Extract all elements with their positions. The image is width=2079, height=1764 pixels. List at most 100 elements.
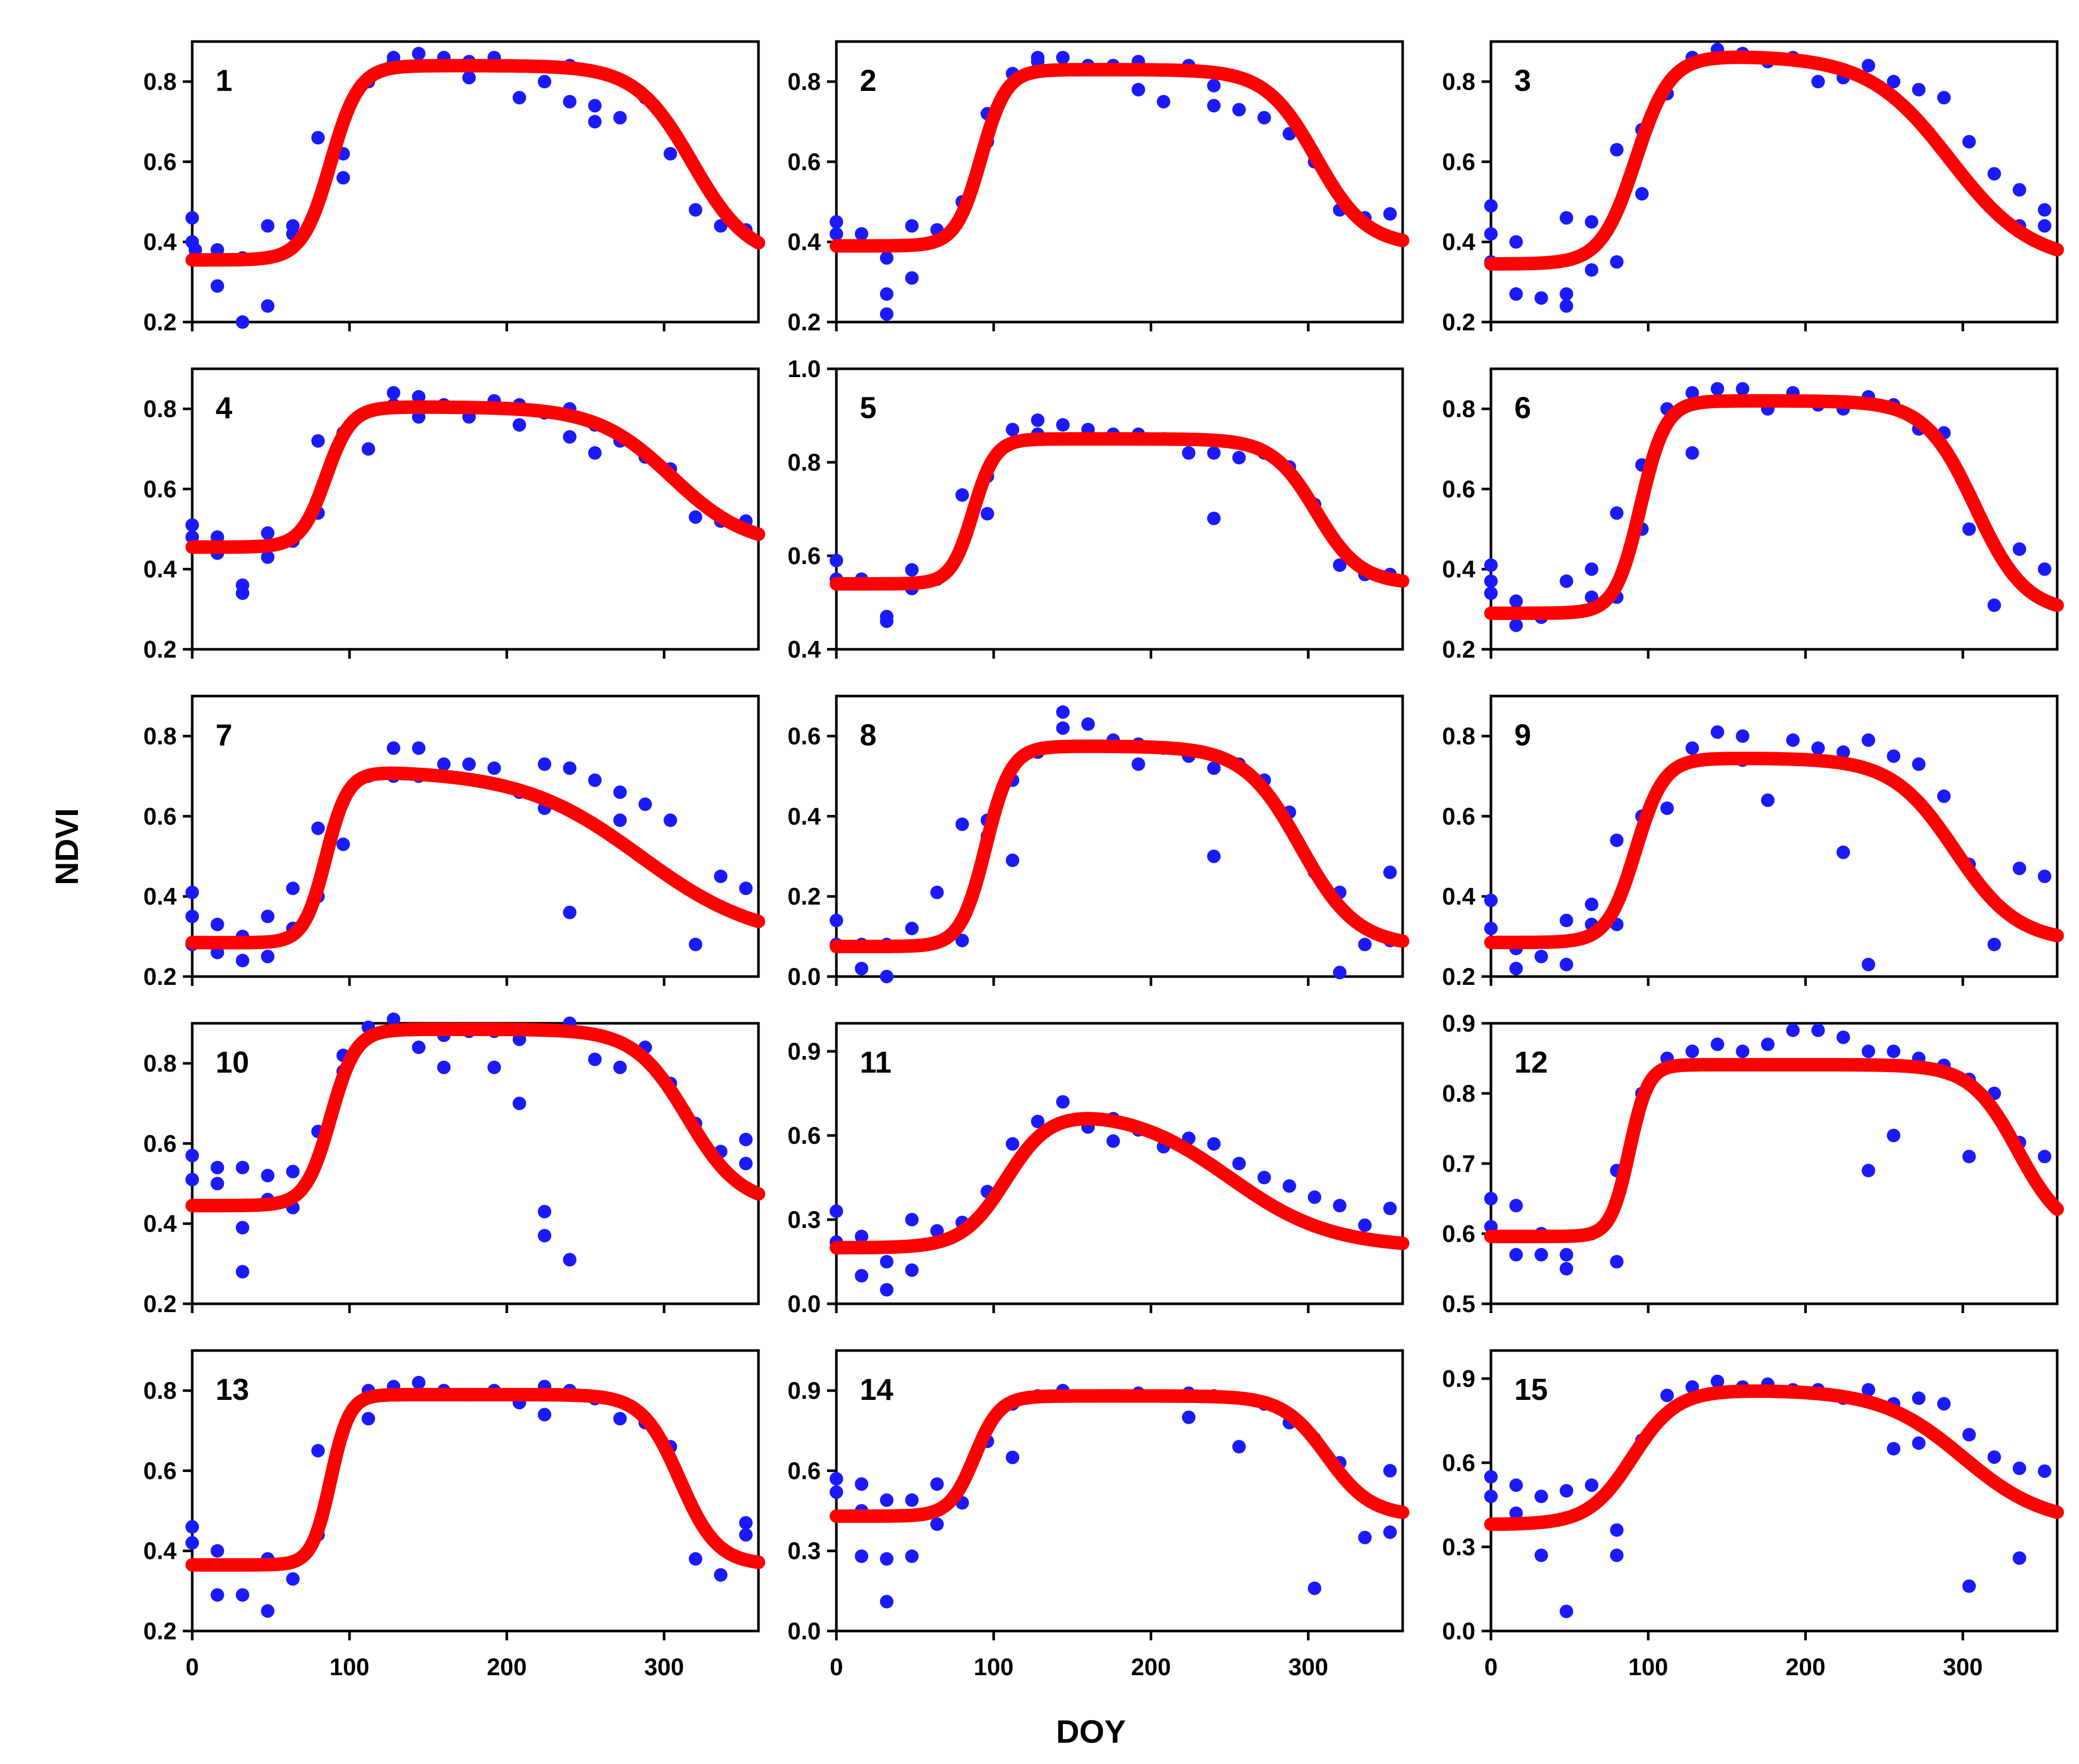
- panel-number: 13: [216, 1373, 249, 1407]
- observed-point: [261, 950, 275, 964]
- observed-point: [1081, 717, 1095, 731]
- observed-point: [1610, 255, 1624, 269]
- panel-frame: [191, 1022, 760, 1305]
- observed-point: [1332, 1199, 1347, 1212]
- panel-frame: [191, 1349, 760, 1633]
- observed-point: [1383, 207, 1397, 221]
- y-tick-label: 0.6: [788, 148, 821, 175]
- x-tick-label: 300: [1288, 1653, 1328, 1680]
- observed-point: [1610, 1523, 1624, 1537]
- x-tick-label: 200: [1131, 1653, 1171, 1680]
- observed-point: [1509, 235, 1523, 249]
- observed-point: [235, 1160, 249, 1174]
- observed-point: [588, 446, 602, 460]
- fitted-curve: [830, 1389, 1409, 1523]
- observed-point: [1006, 853, 1020, 867]
- observed-point: [1962, 1150, 1976, 1164]
- y-tick-label: 0.5: [1442, 1290, 1475, 1317]
- observed-point: [1358, 1218, 1372, 1232]
- observed-point: [905, 271, 919, 285]
- y-tick-label: 0.2: [143, 309, 177, 336]
- observed-point: [311, 1444, 325, 1458]
- y-tick-label: 0.4: [1442, 229, 1475, 256]
- observed-point: [879, 1283, 894, 1297]
- panel-12: 0.5 0.6 0.7 0.8 0.9 12: [1442, 1010, 2064, 1317]
- observed-point: [905, 563, 919, 577]
- observed-point: [955, 488, 969, 502]
- x-tick-label: 0: [830, 1653, 843, 1680]
- observed-point: [613, 1412, 627, 1426]
- y-tick-label: 0.3: [788, 1206, 821, 1233]
- observed-point: [879, 1595, 894, 1609]
- y-tick-label: 0.2: [143, 1290, 177, 1317]
- observed-point: [1912, 757, 1926, 771]
- observed-point: [855, 1230, 869, 1244]
- observed-point: [412, 390, 425, 404]
- observed-point: [714, 1568, 728, 1582]
- y-tick-label: 0.8: [143, 1050, 177, 1077]
- fitted-curve: [1484, 394, 2064, 620]
- observed-point: [1156, 95, 1170, 109]
- observed-point: [1484, 227, 1498, 241]
- observed-point: [1056, 705, 1070, 719]
- panel-frame: [191, 367, 760, 651]
- observed-point: [1560, 211, 1574, 225]
- observed-point: [980, 507, 994, 520]
- y-tick-label: 0.8: [788, 68, 821, 95]
- observed-point: [1811, 75, 1825, 89]
- y-tick-label: 0.3: [1442, 1533, 1475, 1560]
- observed-point: [1509, 618, 1523, 632]
- observed-point: [1207, 446, 1221, 460]
- observed-point: [830, 1472, 843, 1486]
- fitted-curve: [830, 432, 1409, 591]
- observed-point: [1584, 898, 1598, 912]
- observed-point: [2037, 1150, 2051, 1164]
- panel-number: 1: [216, 64, 232, 98]
- observed-point: [1711, 725, 1724, 739]
- observed-point: [1610, 1255, 1624, 1268]
- observed-point: [1786, 1023, 1800, 1037]
- observed-point: [1912, 1391, 1926, 1405]
- observed-point: [1660, 1388, 1674, 1402]
- observed-point: [855, 1269, 869, 1282]
- observed-point: [663, 813, 677, 827]
- observed-point: [311, 434, 325, 448]
- observed-point: [1685, 386, 1699, 400]
- observed-point: [1232, 103, 1246, 117]
- observed-point: [1685, 446, 1699, 460]
- observed-point: [1861, 1164, 1875, 1178]
- y-tick-label: 0.9: [1442, 1010, 1475, 1037]
- observed-point: [235, 1588, 249, 1602]
- observed-point: [1887, 1045, 1901, 1058]
- observed-point: [588, 115, 602, 129]
- y-tick-label: 0.7: [1442, 1150, 1475, 1177]
- observed-point: [1610, 1548, 1624, 1562]
- observed-point: [1711, 1374, 1724, 1388]
- observed-point: [1257, 111, 1271, 125]
- observed-point: [1836, 745, 1850, 759]
- panel-frame: [835, 1022, 1404, 1305]
- observed-point: [1232, 1157, 1246, 1170]
- observed-point: [1383, 1464, 1397, 1478]
- observed-point: [462, 71, 476, 85]
- observed-point: [1006, 1450, 1020, 1464]
- observed-point: [210, 917, 224, 931]
- panel-frame: [191, 694, 760, 978]
- y-tick-label: 0.2: [788, 883, 821, 910]
- observed-point: [1937, 789, 1951, 803]
- observed-point: [1560, 299, 1574, 313]
- observed-point: [2037, 1464, 2051, 1478]
- observed-point: [286, 1165, 300, 1179]
- observed-point: [512, 418, 526, 432]
- observed-point: [412, 47, 425, 61]
- observed-point: [879, 251, 894, 265]
- y-tick-label: 0.6: [788, 1122, 821, 1149]
- observed-point: [879, 1552, 894, 1566]
- observed-point: [1962, 1579, 1976, 1593]
- panel-number: 8: [860, 718, 876, 752]
- y-tick-label: 0.2: [1442, 636, 1475, 663]
- observed-point: [930, 1477, 944, 1491]
- observed-point: [1308, 1190, 1322, 1204]
- observed-point: [1358, 938, 1372, 952]
- observed-point: [1484, 1192, 1498, 1206]
